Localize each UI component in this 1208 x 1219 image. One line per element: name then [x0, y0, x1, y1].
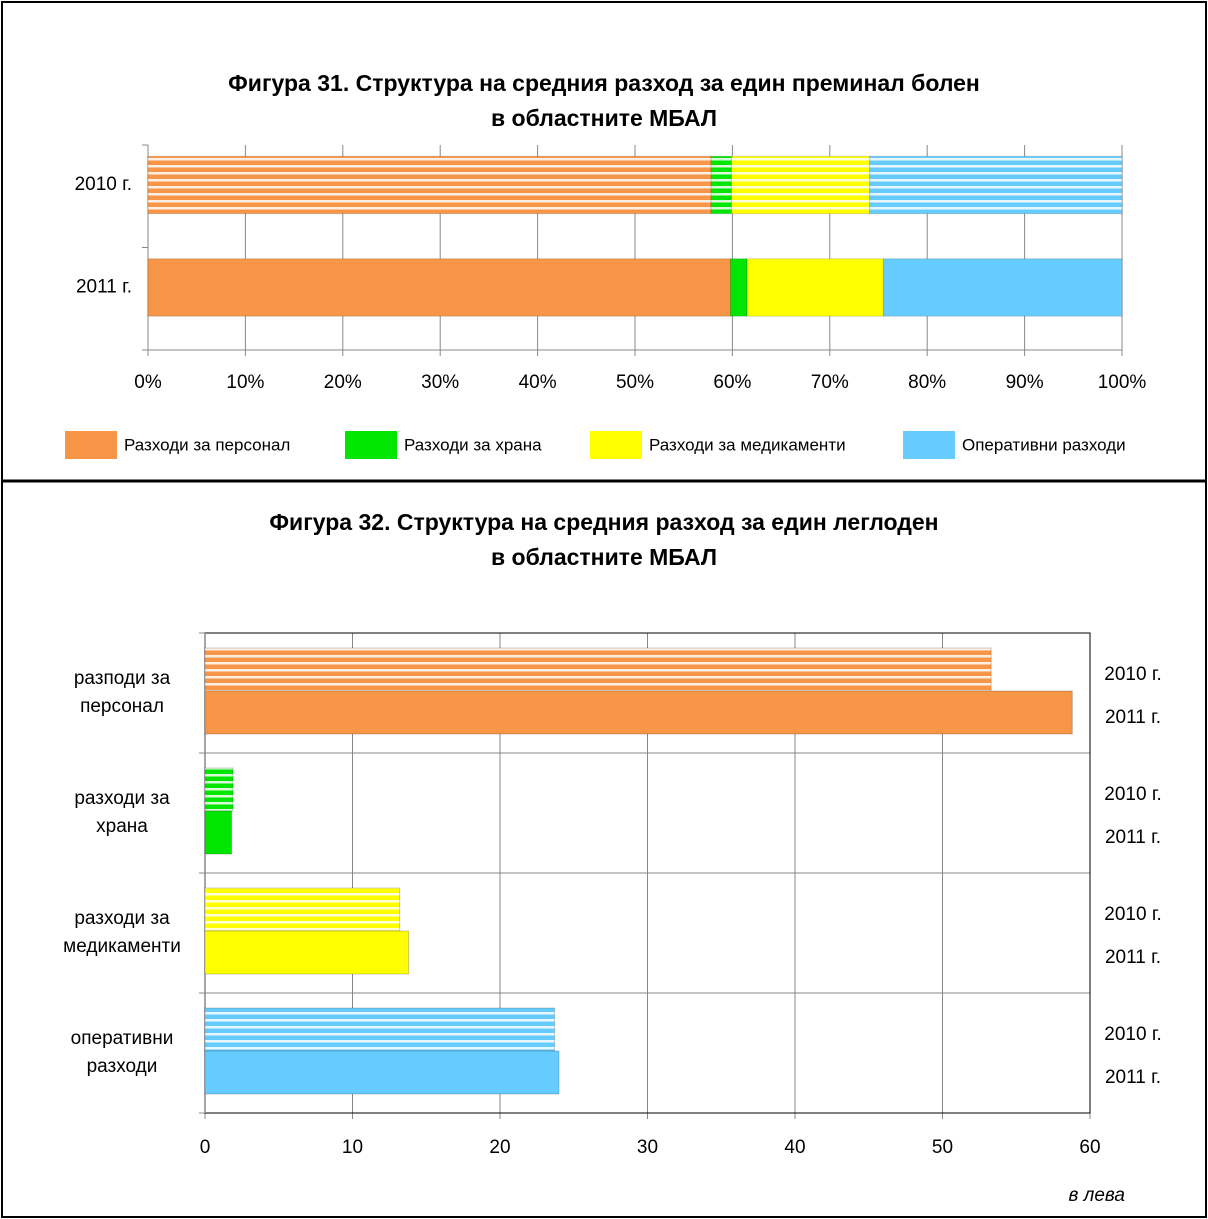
bar-segment: [746, 258, 884, 317]
bar-segment: [869, 155, 1123, 215]
bar: [204, 690, 1073, 735]
x-tick-label: 10%: [226, 372, 264, 393]
legend-swatch: [65, 431, 117, 459]
bar: [204, 1050, 560, 1095]
x-tick-label: 50%: [616, 372, 654, 393]
bar-segment: [147, 258, 731, 317]
legend-swatch: [903, 431, 955, 459]
legend-swatch: [345, 431, 397, 459]
x-tick-label: 10: [342, 1137, 363, 1158]
legend-label: Разходи за храна: [404, 435, 542, 454]
x-tick-label: 20%: [324, 372, 362, 393]
bar: [204, 930, 410, 975]
y-tick-label: разходи за медикаменти: [63, 908, 181, 957]
y-tick-label: разподи за персонал: [73, 668, 171, 717]
bar-segment: [147, 155, 712, 215]
legend-label: Разходи за персонал: [124, 435, 290, 454]
x-tick-label: 90%: [1006, 372, 1044, 393]
legend-label: Оперативни разходи: [962, 435, 1126, 454]
bar-segment: [730, 155, 871, 215]
series-label: 2011 г.: [1105, 707, 1161, 728]
x-tick-label: 70%: [811, 372, 849, 393]
legend-label: Разходи за медикаменти: [649, 435, 846, 454]
x-tick-label: 0%: [134, 372, 162, 393]
bar: [204, 1007, 556, 1052]
series-label: 2010 г.: [1104, 904, 1161, 925]
bar-segment: [710, 155, 732, 215]
series-label: 2011 г.: [1105, 827, 1161, 848]
x-tick-label: 60: [1079, 1137, 1100, 1158]
x-axis-label: в лева: [1068, 1185, 1125, 1206]
x-tick-label: 20: [489, 1137, 510, 1158]
x-tick-label: 80%: [908, 372, 946, 393]
y-tick-label: 2011 г.: [76, 276, 132, 297]
series-label: 2011 г.: [1105, 947, 1161, 968]
x-tick-label: 40: [784, 1137, 805, 1158]
bar-segment: [729, 258, 748, 317]
y-tick-label: разходи за храна: [74, 788, 170, 837]
y-tick-label: оперативни разходи: [70, 1028, 174, 1077]
x-tick-label: 30%: [421, 372, 459, 393]
bar-segment: [882, 258, 1123, 317]
series-label: 2010 г.: [1104, 1024, 1161, 1045]
x-tick-label: 60%: [713, 372, 751, 393]
legend-swatch: [590, 431, 642, 459]
series-label: 2010 г.: [1104, 784, 1161, 805]
series-label: 2010 г.: [1104, 664, 1161, 685]
chart-title: Фигура 32. Структура на средния разход з…: [269, 509, 939, 570]
x-tick-label: 0: [200, 1137, 211, 1158]
bar: [204, 647, 992, 692]
series-label: 2011 г.: [1105, 1067, 1161, 1088]
x-tick-label: 40%: [519, 372, 557, 393]
x-tick-label: 100%: [1098, 372, 1147, 393]
x-tick-label: 50: [932, 1137, 953, 1158]
bar: [204, 767, 234, 812]
y-tick-label: 2010 г.: [75, 174, 132, 195]
bar: [204, 887, 401, 932]
bar: [204, 810, 233, 855]
x-tick-label: 30: [637, 1137, 658, 1158]
chart-title: Фигура 31. Структура на средния разход з…: [228, 70, 980, 131]
